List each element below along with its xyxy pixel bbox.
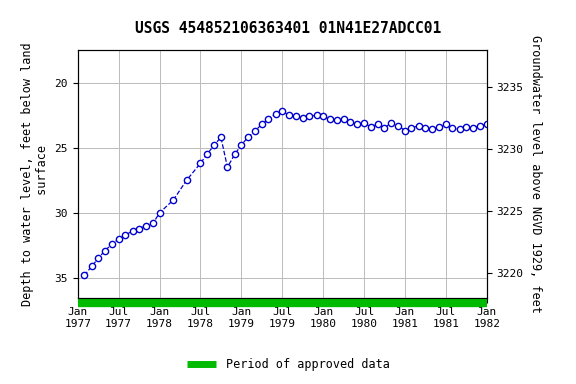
Text: USGS 454852106363401 01N41E27ADCC01: USGS 454852106363401 01N41E27ADCC01 xyxy=(135,21,441,36)
Legend: Period of approved data: Period of approved data xyxy=(182,354,394,376)
Y-axis label: Groundwater level above NGVD 1929, feet: Groundwater level above NGVD 1929, feet xyxy=(529,35,542,313)
Y-axis label: Depth to water level, feet below land
 surface: Depth to water level, feet below land su… xyxy=(21,42,49,306)
